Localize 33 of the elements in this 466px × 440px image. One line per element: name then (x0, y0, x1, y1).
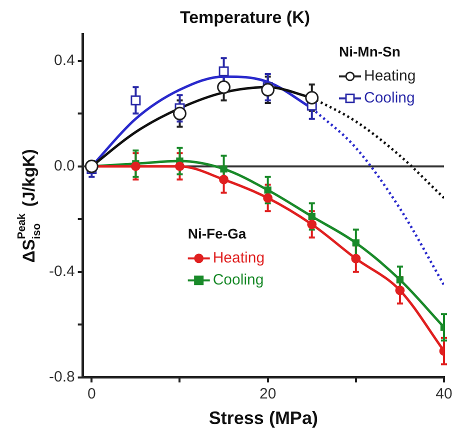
point (264, 186, 272, 194)
x-tick-label: 20 (259, 386, 276, 403)
text: ΔSPeakiso (J/kgK) (16, 149, 44, 263)
point (174, 162, 184, 172)
point (217, 80, 231, 94)
y-tick-label: -0.8 (48, 368, 75, 386)
x-axis-title: Stress (MPa) (208, 408, 318, 428)
point (220, 165, 228, 173)
point (219, 174, 229, 184)
point (305, 90, 319, 104)
point (263, 193, 273, 203)
point (352, 239, 360, 246)
annotation: Ni-Mn-Sn (339, 43, 400, 60)
y-tick-label: 0.4 (54, 52, 75, 69)
point (395, 286, 405, 296)
point (130, 162, 140, 172)
point (351, 254, 361, 264)
chart-title: Temperature (K) (180, 8, 310, 27)
x-tick-label: 40 (436, 386, 452, 403)
legend-label: Cooling (364, 90, 415, 107)
legend-label: Heating (364, 68, 416, 85)
annotation: Ni-Fe-Ga (188, 225, 246, 242)
x-tick-label: 0 (87, 386, 96, 403)
y-tick-label: -0.4 (48, 263, 75, 280)
legend-label: Cooling (212, 272, 264, 289)
point (396, 276, 404, 284)
point (172, 106, 186, 120)
y-tick-label: 0.0 (54, 157, 75, 174)
legend-label: Heating (212, 250, 265, 267)
point (307, 220, 317, 230)
point (130, 95, 141, 106)
point (218, 66, 229, 76)
point (308, 212, 316, 220)
